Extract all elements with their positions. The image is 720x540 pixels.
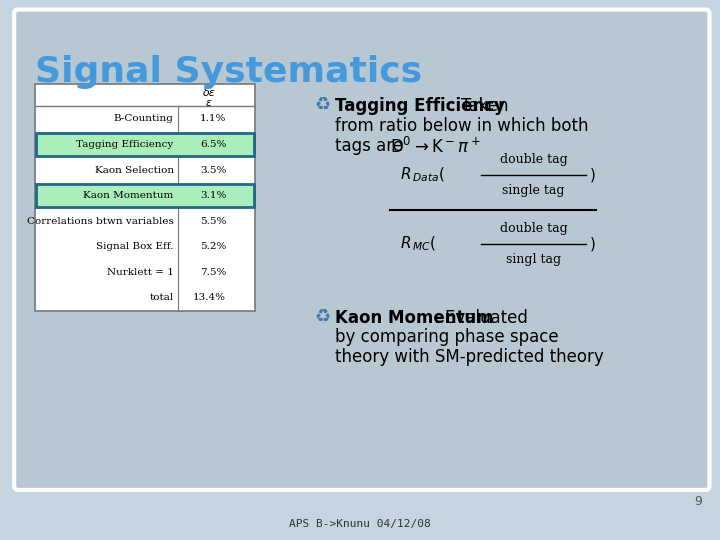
Text: $)$: $)$ [589,166,595,184]
Text: Correlations btwn variables: Correlations btwn variables [27,217,174,226]
Text: B-Counting: B-Counting [114,114,174,123]
Bar [36,133,254,156]
FancyBboxPatch shape [14,10,709,490]
Text: theory with SM-predicted theory: theory with SM-predicted theory [335,348,604,366]
Text: ♻: ♻ [314,309,330,327]
Text: Kaon Momentum: Kaon Momentum [84,191,174,200]
Text: 1.1%: 1.1% [200,114,226,123]
Text: 3.1%: 3.1% [200,191,226,200]
Text: Kaon Momentum: Kaon Momentum [335,309,494,327]
Text: by comparing phase space: by comparing phase space [335,328,559,347]
Text: Signal Box Eff.: Signal Box Eff. [96,242,174,251]
Text: 9: 9 [694,495,702,508]
Text: double tag: double tag [500,221,567,234]
Text: $\mathrm{D}^0 \rightarrow \mathrm{K}^-\pi^+$: $\mathrm{D}^0 \rightarrow \mathrm{K}^-\p… [390,137,481,157]
Text: Tagging Efficiency: Tagging Efficiency [76,140,174,149]
Text: $R_{\,MC}($: $R_{\,MC}($ [400,235,436,253]
Text: Kaon Selection: Kaon Selection [94,166,174,174]
Text: 7.5%: 7.5% [200,268,226,277]
Text: $R_{\,Data}($: $R_{\,Data}($ [400,166,445,184]
Text: Tagging Efficiency: Tagging Efficiency [335,97,505,115]
Bar [35,84,255,311]
Text: Signal Systematics: Signal Systematics [35,55,423,89]
Text: ♻: ♻ [314,97,330,115]
Text: tags are: tags are [335,137,408,154]
Text: double tag: double tag [500,153,567,166]
Text: from ratio below in which both: from ratio below in which both [335,117,588,135]
Text: total: total [150,293,174,302]
Text: 5.2%: 5.2% [200,242,226,251]
Text: Nurklett = 1: Nurklett = 1 [107,268,174,277]
Text: : Taken: : Taken [450,97,508,115]
Text: : Evaluated: : Evaluated [434,309,528,327]
Bar [36,184,254,207]
Text: single tag: single tag [503,184,565,197]
Text: δε: δε [202,89,215,98]
Text: APS B->Knunu 04/12/08: APS B->Knunu 04/12/08 [289,519,431,529]
Text: 5.5%: 5.5% [200,217,226,226]
Text: 3.5%: 3.5% [200,166,226,174]
Text: singl tag: singl tag [506,253,562,266]
Text: 13.4%: 13.4% [193,293,226,302]
Text: 6.5%: 6.5% [200,140,226,149]
Text: $)$: $)$ [589,235,595,253]
Text: ε: ε [206,98,212,108]
